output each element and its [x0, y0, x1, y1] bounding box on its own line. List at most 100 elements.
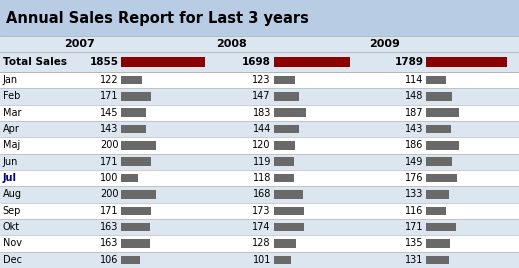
FancyBboxPatch shape	[121, 190, 156, 199]
FancyBboxPatch shape	[426, 190, 449, 199]
FancyBboxPatch shape	[121, 223, 149, 231]
FancyBboxPatch shape	[121, 141, 156, 150]
FancyBboxPatch shape	[0, 137, 519, 154]
Text: 168: 168	[253, 189, 271, 199]
Text: 131: 131	[405, 255, 424, 265]
FancyBboxPatch shape	[426, 256, 449, 264]
Text: 1698: 1698	[242, 57, 271, 67]
FancyBboxPatch shape	[274, 223, 304, 231]
FancyBboxPatch shape	[121, 158, 151, 166]
Text: 176: 176	[405, 173, 424, 183]
FancyBboxPatch shape	[0, 72, 519, 88]
Text: 143: 143	[405, 124, 424, 134]
FancyBboxPatch shape	[121, 207, 151, 215]
Text: 171: 171	[100, 206, 118, 216]
FancyBboxPatch shape	[274, 57, 350, 67]
FancyBboxPatch shape	[0, 52, 519, 72]
FancyBboxPatch shape	[274, 158, 294, 166]
FancyBboxPatch shape	[0, 105, 519, 121]
Text: 114: 114	[405, 75, 424, 85]
FancyBboxPatch shape	[0, 235, 519, 252]
Text: Jan: Jan	[3, 75, 18, 85]
Text: Apr: Apr	[3, 124, 20, 134]
Text: Nov: Nov	[3, 239, 22, 248]
FancyBboxPatch shape	[426, 76, 446, 84]
Text: 171: 171	[405, 222, 424, 232]
Text: Jul: Jul	[3, 173, 17, 183]
Text: Maj: Maj	[3, 140, 20, 150]
Text: 143: 143	[100, 124, 118, 134]
FancyBboxPatch shape	[0, 0, 519, 36]
Text: 144: 144	[253, 124, 271, 134]
Text: 149: 149	[405, 157, 424, 167]
FancyBboxPatch shape	[0, 219, 519, 235]
Text: 119: 119	[253, 157, 271, 167]
Text: 106: 106	[100, 255, 118, 265]
FancyBboxPatch shape	[121, 125, 146, 133]
Text: 1855: 1855	[89, 57, 118, 67]
Text: 101: 101	[253, 255, 271, 265]
Text: 122: 122	[100, 75, 118, 85]
FancyBboxPatch shape	[274, 207, 304, 215]
Text: 120: 120	[252, 140, 271, 150]
Text: 135: 135	[405, 239, 424, 248]
Text: Feb: Feb	[3, 91, 20, 101]
Text: 128: 128	[252, 239, 271, 248]
FancyBboxPatch shape	[121, 57, 204, 67]
Text: 200: 200	[100, 140, 118, 150]
FancyBboxPatch shape	[0, 154, 519, 170]
FancyBboxPatch shape	[426, 92, 452, 100]
FancyBboxPatch shape	[0, 170, 519, 186]
Text: Total Sales: Total Sales	[3, 57, 66, 67]
FancyBboxPatch shape	[274, 109, 306, 117]
FancyBboxPatch shape	[426, 174, 457, 182]
FancyBboxPatch shape	[121, 256, 140, 264]
FancyBboxPatch shape	[426, 223, 456, 231]
FancyBboxPatch shape	[426, 207, 446, 215]
FancyBboxPatch shape	[274, 76, 295, 84]
FancyBboxPatch shape	[274, 190, 303, 199]
Text: Annual Sales Report for Last 3 years: Annual Sales Report for Last 3 years	[6, 11, 309, 25]
Text: 147: 147	[252, 91, 271, 101]
FancyBboxPatch shape	[121, 239, 149, 248]
Text: Sep: Sep	[3, 206, 21, 216]
Text: 173: 173	[252, 206, 271, 216]
FancyBboxPatch shape	[121, 76, 142, 84]
FancyBboxPatch shape	[426, 158, 452, 166]
Text: Aug: Aug	[3, 189, 22, 199]
Text: 171: 171	[100, 91, 118, 101]
Text: 174: 174	[252, 222, 271, 232]
FancyBboxPatch shape	[0, 121, 519, 137]
Text: Mar: Mar	[3, 108, 21, 118]
Text: 186: 186	[405, 140, 424, 150]
Text: 163: 163	[100, 222, 118, 232]
FancyBboxPatch shape	[274, 125, 299, 133]
FancyBboxPatch shape	[274, 92, 299, 100]
FancyBboxPatch shape	[274, 174, 294, 182]
FancyBboxPatch shape	[274, 256, 291, 264]
Text: 163: 163	[100, 239, 118, 248]
Text: Jun: Jun	[3, 157, 18, 167]
Text: 148: 148	[405, 91, 424, 101]
FancyBboxPatch shape	[0, 186, 519, 203]
FancyBboxPatch shape	[426, 239, 450, 248]
Text: 133: 133	[405, 189, 424, 199]
Text: 183: 183	[253, 108, 271, 118]
FancyBboxPatch shape	[426, 57, 507, 67]
Text: 116: 116	[405, 206, 424, 216]
FancyBboxPatch shape	[426, 125, 451, 133]
FancyBboxPatch shape	[0, 203, 519, 219]
FancyBboxPatch shape	[274, 239, 296, 248]
Text: 1789: 1789	[394, 57, 424, 67]
Text: Okt: Okt	[3, 222, 20, 232]
Text: 187: 187	[405, 108, 424, 118]
Text: 123: 123	[252, 75, 271, 85]
FancyBboxPatch shape	[0, 252, 519, 268]
Text: 2008: 2008	[216, 39, 247, 49]
Text: Dec: Dec	[3, 255, 22, 265]
FancyBboxPatch shape	[426, 109, 459, 117]
FancyBboxPatch shape	[121, 174, 139, 182]
Text: 118: 118	[253, 173, 271, 183]
Text: 145: 145	[100, 108, 118, 118]
Text: 2009: 2009	[369, 39, 400, 49]
